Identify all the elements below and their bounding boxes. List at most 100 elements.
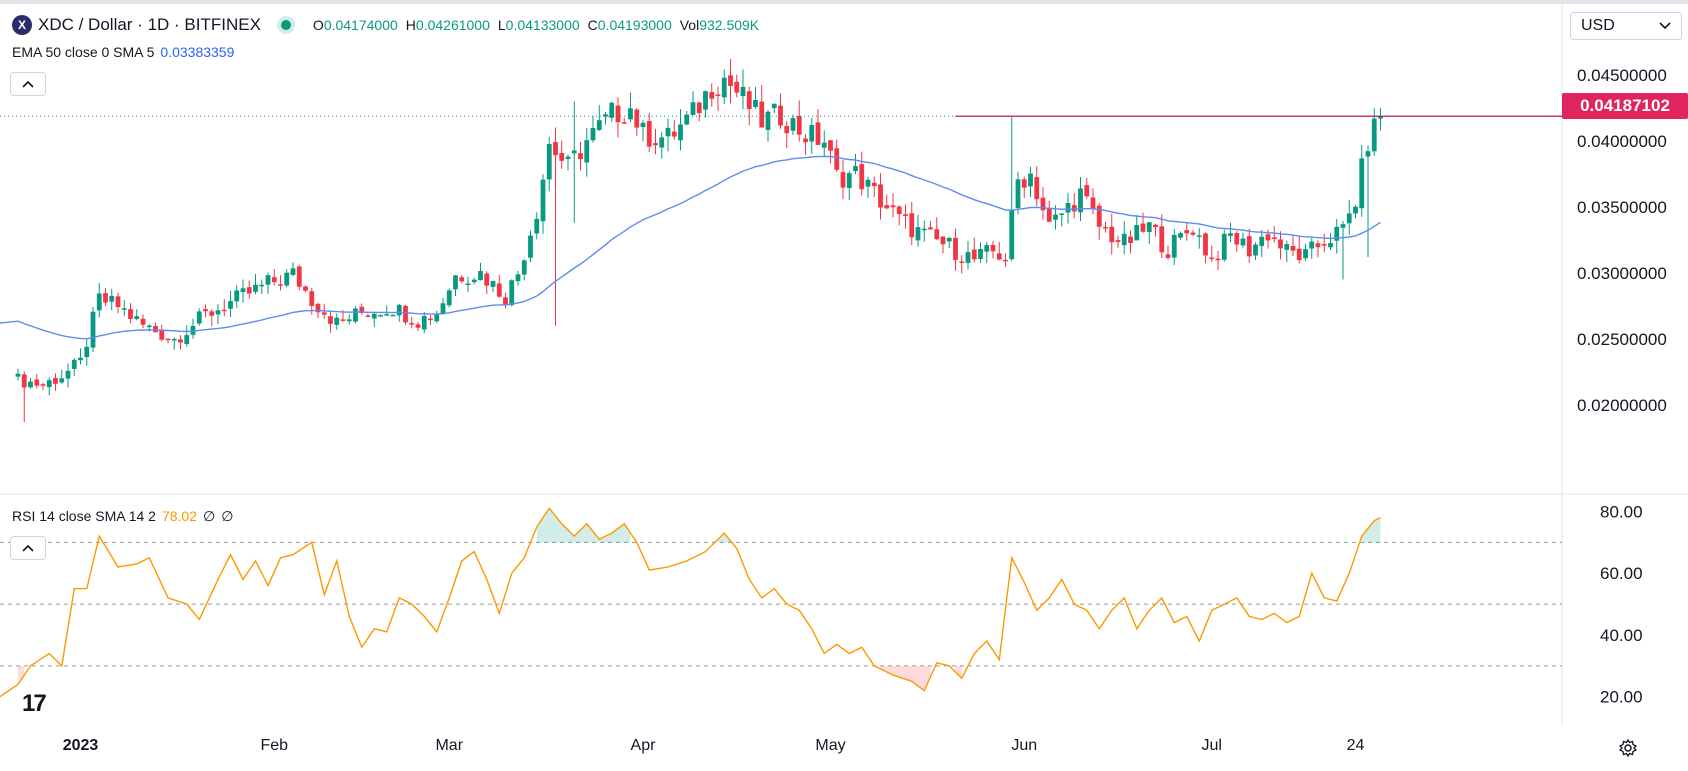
candle-body xyxy=(315,303,321,313)
candle-body xyxy=(209,311,215,316)
candle-body xyxy=(1146,222,1152,233)
market-open-indicator xyxy=(280,20,291,30)
candle-body xyxy=(1046,207,1052,222)
currency-select[interactable]: USD xyxy=(1570,12,1682,40)
candle-body xyxy=(871,182,877,187)
collapse-rsi-button[interactable] xyxy=(10,536,46,560)
candle-body xyxy=(934,229,940,240)
candle-body xyxy=(1340,224,1346,228)
candle-body xyxy=(1015,179,1021,208)
rsi-oversold-fill xyxy=(18,665,25,685)
candle-body xyxy=(196,311,202,324)
candle-body xyxy=(1109,226,1115,243)
collapse-indicators-button[interactable] xyxy=(10,72,46,96)
volume-value: 932.509K xyxy=(699,17,760,33)
candle-body xyxy=(1365,151,1371,157)
candle-body xyxy=(1271,237,1277,240)
candle-body xyxy=(971,249,977,260)
price-tick-label: 0.04000000 xyxy=(1577,132,1667,151)
candle-body xyxy=(228,301,233,309)
ema-indicator-legend[interactable]: EMA 50 close 0 SMA 5 0.03383359 xyxy=(12,44,234,60)
time-tick-label: May xyxy=(815,737,845,754)
price-tick-label: 0.02500000 xyxy=(1577,330,1667,349)
candle-body xyxy=(384,314,390,316)
close-label: C xyxy=(587,17,598,33)
symbol-title[interactable]: XDC / Dollar · 1D · BITFINEX xyxy=(38,15,261,34)
open-label: O xyxy=(312,17,324,33)
candle-body xyxy=(590,128,596,141)
price-chart[interactable]: 0.04500000 0.04000000 0.03500000 0.03000000… xyxy=(0,4,1688,771)
candle-body xyxy=(890,205,896,208)
candle-body xyxy=(371,313,377,319)
candle-body xyxy=(59,378,65,383)
candle-body xyxy=(415,324,421,328)
candle-body xyxy=(584,140,590,163)
candle-body xyxy=(1034,177,1040,200)
candle-body xyxy=(559,153,565,161)
candle-body xyxy=(628,108,633,120)
candle-body xyxy=(484,273,490,286)
candle-body xyxy=(453,275,458,290)
candle-body xyxy=(503,297,508,306)
currency-value: USD xyxy=(1581,17,1615,34)
rsi-oversold-fill xyxy=(880,665,931,691)
candle-body xyxy=(609,102,615,118)
candle-body xyxy=(1296,248,1302,261)
candle-body xyxy=(165,338,171,341)
candle-body xyxy=(1009,209,1015,260)
candle-body xyxy=(190,326,196,335)
symbol-legend[interactable]: X XDC / Dollar · 1D · BITFINEX O0.041740… xyxy=(12,14,759,36)
candle-body xyxy=(378,315,383,317)
candle-body xyxy=(471,279,477,283)
current-price-label: 0.04187102 xyxy=(1562,93,1688,119)
candle-body xyxy=(1321,244,1327,246)
close-value: 0.04193000 xyxy=(597,17,672,33)
candle-body xyxy=(1278,239,1283,249)
candle-body xyxy=(771,103,777,109)
candle-body xyxy=(1053,214,1058,220)
candle-body xyxy=(96,293,102,311)
candle-body xyxy=(1346,213,1352,224)
chevron-up-icon xyxy=(22,544,34,552)
candle-body xyxy=(553,142,558,156)
candle-body xyxy=(878,184,883,208)
candle-body xyxy=(634,109,640,128)
candle-body xyxy=(1115,240,1121,242)
candle-body xyxy=(271,277,277,283)
candle-body xyxy=(1221,233,1227,260)
candle-body xyxy=(753,99,758,108)
candle-body xyxy=(578,153,583,160)
candle-body xyxy=(440,303,446,314)
rsi-tick-label: 60.00 xyxy=(1600,564,1643,583)
candle-body xyxy=(646,121,652,147)
candle-body xyxy=(309,291,315,306)
time-tick-label: Jun xyxy=(1011,737,1037,754)
candle-body xyxy=(121,308,127,310)
candle-body xyxy=(696,102,702,114)
open-value: 0.04174000 xyxy=(323,17,398,33)
candle-body xyxy=(671,131,677,137)
candle-body xyxy=(134,316,140,319)
tradingview-logo[interactable]: 17 xyxy=(22,690,47,717)
candle-body xyxy=(640,122,646,128)
time-tick-label: Apr xyxy=(631,737,657,754)
candle-body xyxy=(653,143,658,146)
candle-body xyxy=(284,272,290,286)
candle-body xyxy=(1228,233,1233,236)
candle-body xyxy=(353,308,358,322)
rsi-indicator-legend[interactable]: RSI 14 close SMA 14 2 78.02 ∅ ∅ xyxy=(12,508,233,525)
candle-body xyxy=(234,290,240,302)
candle-body xyxy=(1196,235,1202,237)
time-tick-label: 2023 xyxy=(63,737,99,754)
candle-body xyxy=(1315,243,1321,248)
candle-body xyxy=(21,374,27,388)
candle-body xyxy=(953,237,958,260)
candle-body xyxy=(184,335,190,344)
candle-body xyxy=(128,309,133,319)
candle-body xyxy=(721,77,727,98)
candle-body xyxy=(459,277,465,282)
rsi-line xyxy=(17,507,1381,692)
gear-icon[interactable] xyxy=(1618,738,1638,758)
candle-body xyxy=(1234,233,1240,245)
candle-body xyxy=(821,142,827,148)
